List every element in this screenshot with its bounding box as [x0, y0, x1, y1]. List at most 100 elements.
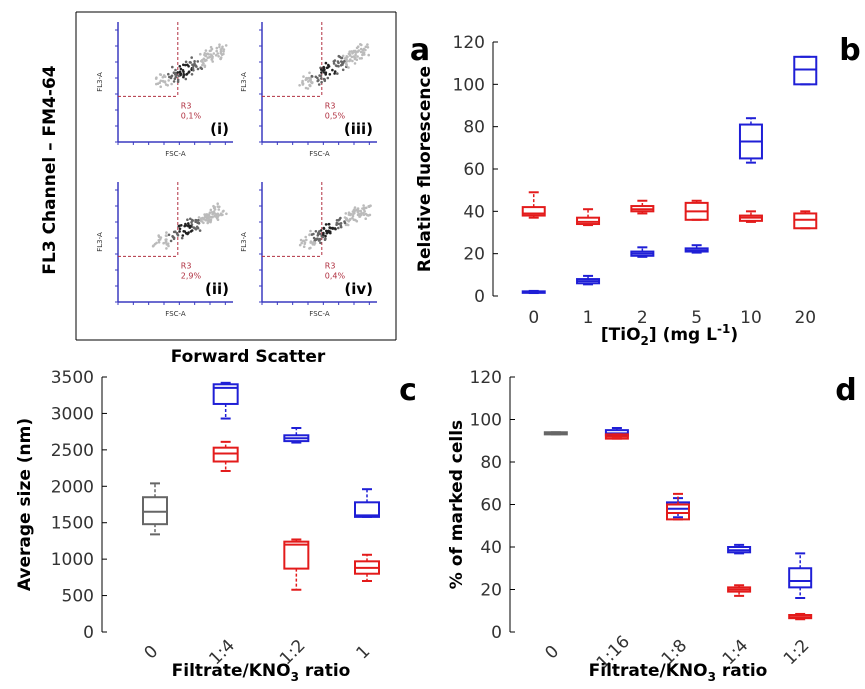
scatter-point: [172, 236, 176, 240]
scatter-point: [340, 62, 344, 66]
scatter-point: [325, 231, 329, 235]
y-tick-label: 40: [480, 538, 502, 558]
panel-a-ylabel: FL3 Channel – FM4-64: [40, 65, 60, 274]
scatter-point: [210, 58, 213, 61]
gate-percent: 0,1%: [181, 111, 202, 120]
box-red-20: [793, 210, 818, 230]
scatter-point: [346, 223, 350, 227]
scatter-point: [332, 60, 336, 63]
panel-letter-b: b: [839, 33, 860, 68]
scatter-point: [323, 79, 327, 83]
scatter-point: [329, 226, 333, 230]
scatter-point: [213, 214, 216, 218]
scatter-point: [180, 236, 184, 240]
scatter-point: [318, 74, 321, 77]
scatter-point: [211, 215, 214, 219]
scatter-point: [353, 62, 357, 65]
scatter-ylabel: FL3-A: [240, 72, 248, 92]
scatter-point: [362, 204, 365, 207]
x-axis-label: [TiO2] (mg L-1): [601, 322, 738, 348]
scatter-point: [213, 212, 217, 215]
scatter-point: [312, 236, 316, 240]
scatter-point: [303, 241, 307, 244]
scatter-point: [153, 242, 157, 246]
scatter-point: [175, 232, 179, 236]
scatter-point: [174, 68, 177, 72]
scatter-plot-3: R32,9%(ii) FSC-A FL3-A: [96, 182, 233, 318]
scatter-point: [161, 79, 165, 83]
panel-a: a Forward Scatter FL3 Channel – FM4-64 R…: [40, 11, 430, 367]
scatter-point: [345, 59, 349, 63]
box-red-2: [630, 199, 655, 215]
scatter-point: [360, 43, 363, 47]
scatter-point: [178, 65, 182, 68]
scatter-point: [324, 234, 327, 238]
scatter-point: [209, 53, 213, 56]
y-tick-label: 100: [453, 75, 485, 95]
scatter-point: [324, 237, 327, 240]
x-axis-label-end: ratio: [299, 661, 350, 681]
scatter-xlabel: FSC-A: [165, 150, 186, 158]
scatter-point: [172, 80, 176, 83]
scatter-point: [219, 49, 223, 53]
scatter-point: [308, 233, 312, 236]
scatter-point: [343, 221, 347, 225]
scatter-point: [196, 221, 199, 224]
scatter-point: [307, 80, 310, 83]
scatter-point: [304, 86, 308, 90]
scatter-point: [159, 73, 163, 76]
scatter-point: [366, 213, 369, 217]
scatter-point: [333, 72, 336, 75]
scatter-point: [155, 82, 158, 86]
scatter-point: [355, 58, 359, 61]
scatter-plot-4: R30,4%(iv) FSC-A FL3-A: [240, 182, 377, 318]
scatter-point: [170, 82, 173, 86]
scatter-point: [199, 66, 202, 69]
box-body: [788, 567, 813, 589]
scatter-point: [313, 241, 316, 244]
scatter-point: [337, 226, 340, 230]
scatter-point: [199, 52, 202, 56]
scatter-point: [298, 243, 302, 247]
scatter-point: [360, 57, 364, 60]
scatter-point: [190, 221, 193, 224]
scatter-point: [206, 56, 209, 59]
scatter-point: [324, 61, 328, 65]
y-tick-label: 2500: [51, 441, 94, 461]
box-red-1: [576, 208, 601, 227]
scatter-point: [202, 57, 206, 61]
scatter-point: [167, 233, 171, 237]
scatter-point: [207, 53, 210, 56]
scatter-point: [165, 231, 168, 234]
scatter-point: [357, 49, 361, 52]
scatter-point: [319, 77, 323, 80]
scatter-point: [311, 243, 315, 246]
box-body: [212, 383, 239, 405]
scatter-point: [220, 47, 224, 50]
scatter-point: [321, 235, 325, 239]
scatter-point: [158, 238, 162, 241]
x-axis-label-subscript: 3: [708, 670, 716, 684]
scatter-point: [310, 74, 314, 78]
scatter-point: [187, 70, 191, 73]
scatter-point: [190, 218, 194, 222]
scatter-point: [354, 53, 357, 57]
scatter-point: [184, 60, 188, 64]
scatter-point: [366, 43, 369, 46]
y-tick-label: 100: [470, 411, 502, 431]
scatter-point: [352, 208, 356, 212]
scatter-point: [317, 78, 320, 82]
scatter-point: [167, 72, 170, 76]
scatter-point: [198, 229, 202, 232]
scatter-point: [188, 61, 192, 64]
scatter-point: [184, 77, 188, 81]
y-tick-label: 2000: [51, 477, 94, 497]
scatter-point: [214, 54, 218, 57]
scatter-point: [218, 43, 221, 46]
scatter-point: [364, 48, 367, 52]
scatter-point: [331, 68, 334, 72]
scatter-point: [203, 213, 206, 216]
scatter-point: [164, 238, 167, 241]
scatter-point: [222, 50, 225, 53]
scatter-point: [182, 63, 185, 67]
